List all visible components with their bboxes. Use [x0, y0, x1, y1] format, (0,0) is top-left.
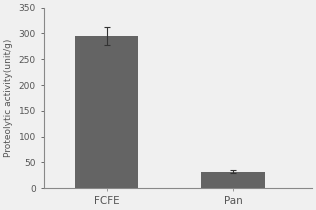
Bar [75, 36, 138, 188]
Y-axis label: Proteolytic activity(unit/g): Proteolytic activity(unit/g) [4, 39, 13, 157]
Bar [201, 172, 264, 188]
